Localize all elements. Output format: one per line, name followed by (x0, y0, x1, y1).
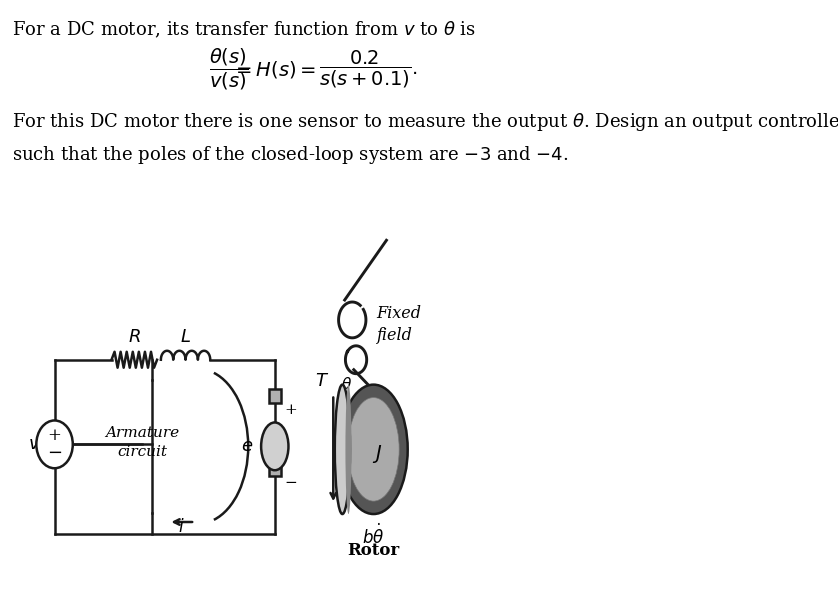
Text: For a DC motor, its transfer function from $v$ to $\theta$ is: For a DC motor, its transfer function fr… (12, 19, 476, 40)
Ellipse shape (348, 398, 399, 501)
Text: $\dfrac{0.2}{s(s+0.1)}$: $\dfrac{0.2}{s(s+0.1)}$ (319, 49, 411, 89)
Text: $R$: $R$ (128, 328, 141, 346)
Text: $v$: $v$ (28, 435, 41, 454)
Text: Armature
circuit: Armature circuit (105, 426, 179, 459)
Text: $\dfrac{\theta(s)}{v(s)}$: $\dfrac{\theta(s)}{v(s)}$ (209, 47, 248, 92)
Text: +: + (284, 402, 297, 416)
Text: −: − (47, 444, 62, 462)
Text: $T$: $T$ (315, 371, 329, 390)
Text: $i$: $i$ (178, 518, 184, 536)
Text: For this DC motor there is one sensor to measure the output $\theta$. Design an : For this DC motor there is one sensor to… (12, 111, 838, 133)
Ellipse shape (339, 385, 408, 514)
Ellipse shape (345, 385, 351, 514)
Text: $.$: $.$ (411, 60, 416, 78)
Text: Fixed
field: Fixed field (376, 305, 422, 344)
Circle shape (36, 421, 73, 468)
Text: $b\dot{\theta}$: $b\dot{\theta}$ (362, 524, 385, 548)
Ellipse shape (335, 385, 350, 514)
Text: $e$: $e$ (241, 437, 254, 455)
Text: $L$: $L$ (180, 328, 191, 346)
Text: such that the poles of the closed-loop system are $-3$ and $-4$.: such that the poles of the closed-loop s… (12, 143, 568, 166)
Text: $J$: $J$ (372, 443, 382, 465)
Text: +: + (48, 427, 61, 444)
Text: $= H(s) =$: $= H(s) =$ (232, 58, 316, 80)
Text: $\theta$: $\theta$ (341, 376, 352, 392)
Ellipse shape (261, 423, 288, 470)
FancyBboxPatch shape (269, 462, 281, 476)
Text: Rotor: Rotor (348, 542, 400, 559)
Text: −: − (284, 476, 297, 490)
FancyBboxPatch shape (269, 389, 281, 402)
